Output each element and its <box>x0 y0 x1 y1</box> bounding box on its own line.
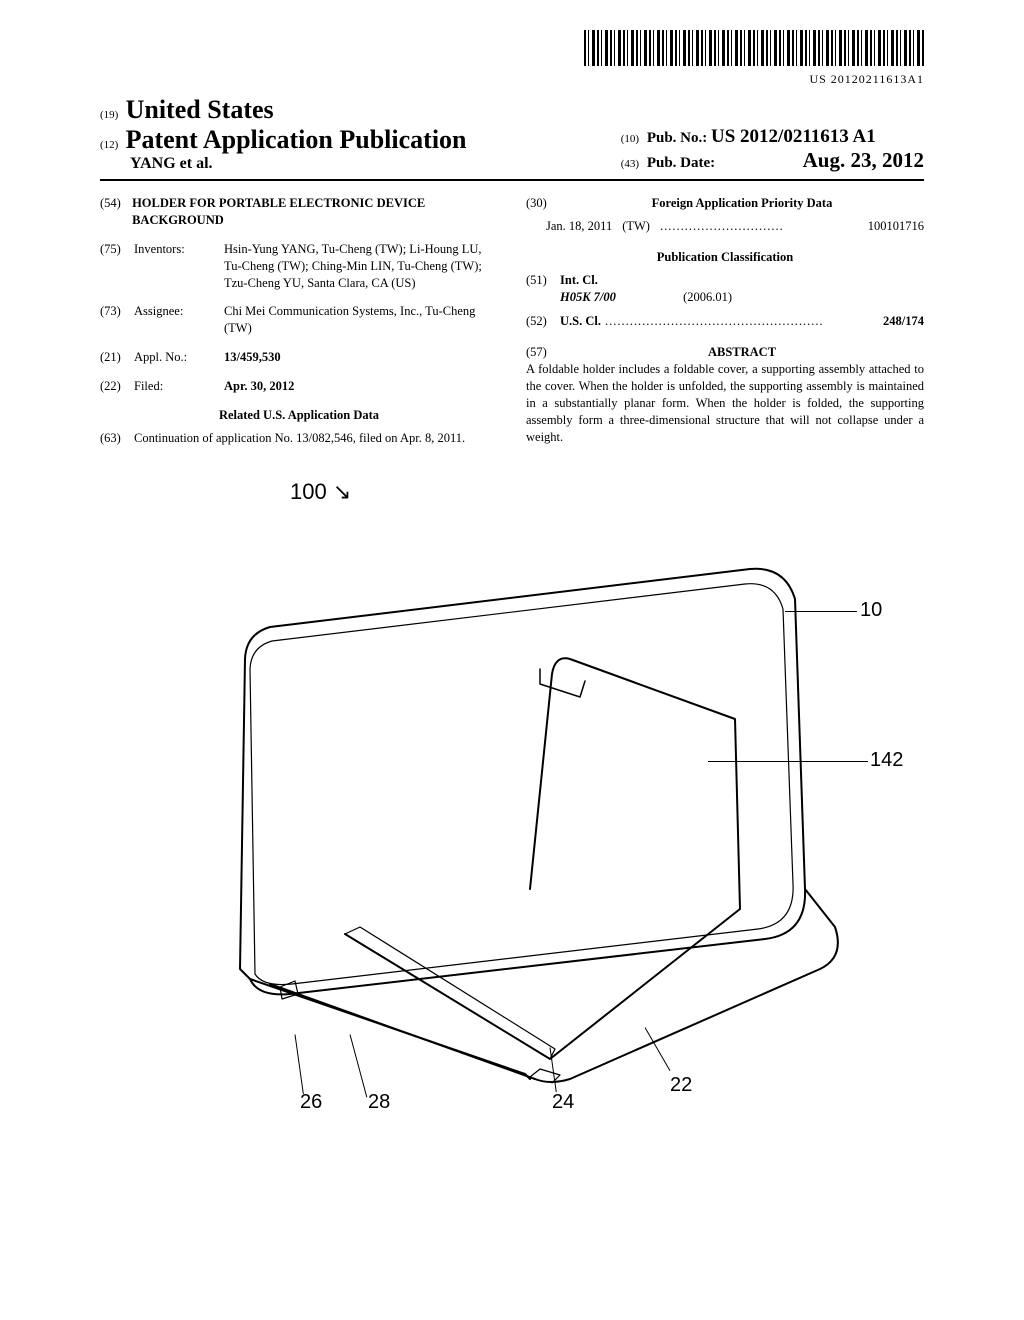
pubno-label: Pub. No.: <box>647 130 707 146</box>
foreign-dots: .............................. <box>660 218 868 235</box>
patent-drawing <box>180 539 880 1099</box>
code-52: (52) <box>526 313 560 330</box>
left-column: (54) HOLDER FOR PORTABLE ELECTRONIC DEVI… <box>100 195 498 459</box>
code-73: (73) <box>100 303 134 337</box>
publication-type: Patent Application Publication <box>126 125 467 154</box>
divider <box>100 179 924 181</box>
abstract-label: ABSTRACT <box>560 344 924 361</box>
callout-142: 142 <box>870 749 903 772</box>
pubdate-label: Pub. Date: <box>647 155 715 171</box>
applno-label: Appl. No.: <box>134 349 224 366</box>
uscl-dots: ........................................… <box>605 313 879 330</box>
foreign-country: (TW) <box>622 218 650 235</box>
ref-100: 100 <box>290 479 327 504</box>
barcode-graphic <box>584 30 924 66</box>
code-21: (21) <box>100 349 134 366</box>
callout-26: 26 <box>300 1091 322 1114</box>
continuation-text: Continuation of application No. 13/082,5… <box>134 430 498 447</box>
intcl-code: H05K 7/00 <box>560 289 680 306</box>
title-block: (54) HOLDER FOR PORTABLE ELECTRONIC DEVI… <box>100 195 498 229</box>
right-column: (30) Foreign Application Priority Data J… <box>526 195 924 459</box>
uscl-code: 248/174 <box>883 313 924 330</box>
filed-date: Apr. 30, 2012 <box>224 378 294 395</box>
continuation-block: (63) Continuation of application No. 13/… <box>100 430 498 447</box>
code-22: (22) <box>100 378 134 395</box>
filed-label: Filed: <box>134 378 224 395</box>
foreign-heading-row: (30) Foreign Application Priority Data <box>526 195 924 212</box>
assignee-block: (73) Assignee: Chi Mei Communication Sys… <box>100 303 498 337</box>
foreign-priority-row: Jan. 18, 2011 (TW) .....................… <box>546 218 924 235</box>
biblio-columns: (54) HOLDER FOR PORTABLE ELECTRONIC DEVI… <box>100 195 924 459</box>
abstract-heading-row: (57) ABSTRACT <box>526 344 924 361</box>
intcl-row: (51) Int. Cl. H05K 7/00 (2006.01) <box>526 272 924 306</box>
code-10: (10) <box>621 133 639 145</box>
country: United States <box>126 95 274 124</box>
ref-arrow-icon: ↘ <box>333 479 351 504</box>
callout-line-142 <box>708 761 868 762</box>
barcode-region: US 20120211613A1 <box>100 30 924 87</box>
filed-block: (22) Filed: Apr. 30, 2012 <box>100 378 498 395</box>
barcode-number: US 20120211613A1 <box>100 72 924 87</box>
code-75: (75) <box>100 241 134 292</box>
classification-heading: Publication Classification <box>526 249 924 266</box>
code-57: (57) <box>526 344 560 361</box>
abstract-text: A foldable holder includes a foldable co… <box>526 361 924 445</box>
authors-line: YANG et al. <box>130 155 467 173</box>
inventors-block: (75) Inventors: Hsin-Yung YANG, Tu-Cheng… <box>100 241 498 292</box>
code-30: (30) <box>526 195 560 212</box>
pubno: US 2012/0211613 A1 <box>711 126 876 147</box>
assignee-label: Assignee: <box>134 303 224 337</box>
callout-10: 10 <box>860 599 882 622</box>
figure-area: 100 ↘ 10 142 22 24 26 28 <box>100 479 924 1119</box>
callout-28: 28 <box>368 1091 390 1114</box>
applno-block: (21) Appl. No.: 13/459,530 <box>100 349 498 366</box>
header: (19) United States (12) Patent Applicati… <box>100 95 924 173</box>
uscl-row: (52) U.S. Cl. ..........................… <box>526 313 924 330</box>
code-63: (63) <box>100 430 134 447</box>
header-left: (19) United States (12) Patent Applicati… <box>100 95 467 173</box>
code-54: (54) <box>100 195 132 229</box>
uscl-label: U.S. Cl. <box>560 313 601 330</box>
callout-22: 22 <box>670 1074 692 1097</box>
assignee-text: Chi Mei Communication Systems, Inc., Tu-… <box>224 303 498 337</box>
pubdate: Aug. 23, 2012 <box>803 148 924 172</box>
inventors-text: Hsin-Yung YANG, Tu-Cheng (TW); Li-Houng … <box>224 241 498 292</box>
intcl-label: Int. Cl. <box>560 272 924 289</box>
code-12: (12) <box>100 139 118 151</box>
callout-24: 24 <box>552 1091 574 1114</box>
invention-title: HOLDER FOR PORTABLE ELECTRONIC DEVICE BA… <box>132 195 498 229</box>
code-43: (43) <box>621 158 639 170</box>
foreign-num: 100101716 <box>868 218 924 235</box>
foreign-date: Jan. 18, 2011 <box>546 218 612 235</box>
callout-line-10 <box>785 611 857 612</box>
intcl-year: (2006.01) <box>683 290 732 304</box>
figure-main-ref: 100 ↘ <box>290 479 351 505</box>
code-51: (51) <box>526 272 560 306</box>
related-heading: Related U.S. Application Data <box>100 407 498 424</box>
header-right: (10) Pub. No.: US 2012/0211613 A1 (43) P… <box>621 126 924 173</box>
code-19: (19) <box>100 109 118 121</box>
inventors-label: Inventors: <box>134 241 224 292</box>
foreign-heading: Foreign Application Priority Data <box>560 195 924 212</box>
applno: 13/459,530 <box>224 349 281 366</box>
